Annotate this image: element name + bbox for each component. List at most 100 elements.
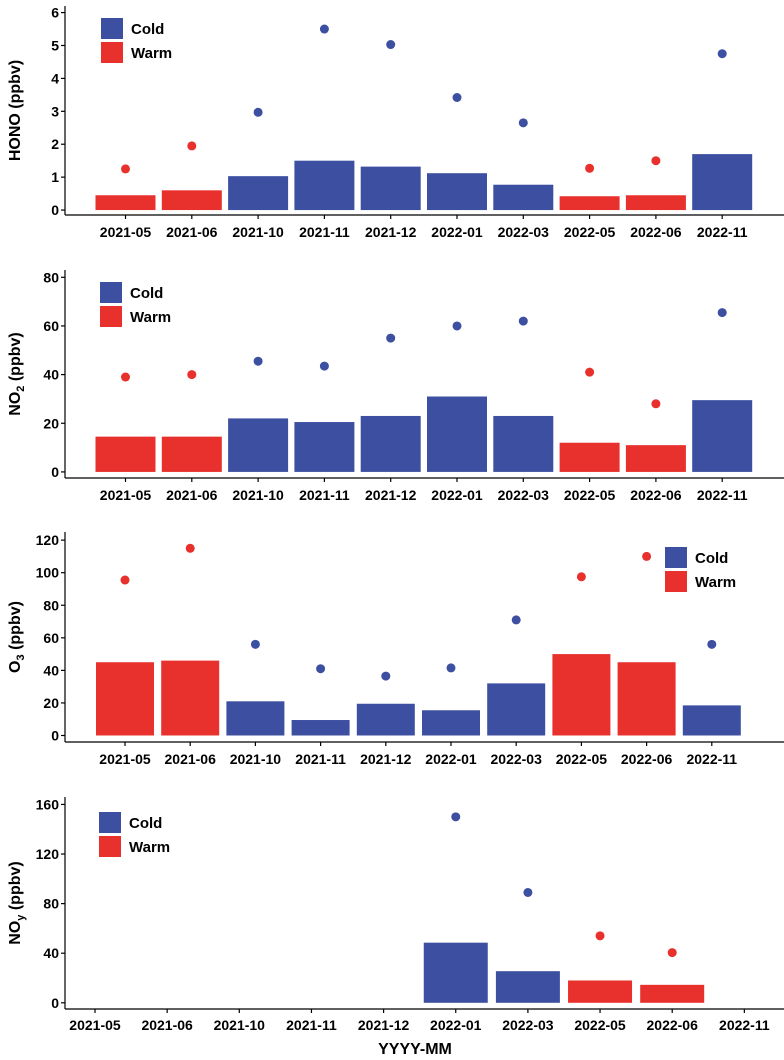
bar-2021-11 — [291, 720, 350, 736]
y-tick-label: 2 — [51, 136, 59, 152]
x-tick-label: 2021-11 — [286, 1017, 337, 1033]
x-tick-label: 2021-12 — [365, 224, 417, 240]
legend-swatch-warm — [100, 306, 122, 327]
y-tick-label: 120 — [36, 846, 60, 862]
legend-label-warm: Warm — [130, 309, 171, 326]
bar-2022-06 — [640, 984, 705, 1003]
bar-2022-01 — [423, 942, 488, 1003]
x-tick-label: 2022-01 — [425, 751, 477, 767]
legend: Cold Warm — [665, 547, 736, 592]
bar-2022-05 — [568, 980, 633, 1003]
y-tick-label: 3 — [51, 103, 59, 119]
x-tick-label: 2022-05 — [564, 224, 616, 240]
x-tick-label: 2022-03 — [502, 1017, 554, 1033]
x-tick-label: 2022-06 — [647, 1017, 699, 1033]
point-2022-06 — [667, 948, 677, 958]
x-tick-label: 2022-01 — [431, 487, 483, 503]
x-tick-label: 2021-10 — [232, 487, 284, 503]
panel-noy: 0 40 80 120 160 2021-05 2021-06 2021-10 2021-11 2… — [7, 796, 784, 1058]
x-tick-label: 2021-05 — [69, 1017, 121, 1033]
x-tick-label: 2021-11 — [299, 487, 350, 503]
bar-2022-06 — [625, 445, 686, 472]
point-2022-11 — [707, 639, 717, 649]
x-tick-label: 2022-06 — [621, 751, 673, 767]
point-2022-03 — [511, 615, 521, 625]
point-2022-05 — [595, 931, 605, 941]
point-2021-05 — [121, 164, 130, 174]
x-tick-label: 2021-12 — [365, 487, 417, 503]
x-tick-label: 2022-11 — [719, 1017, 770, 1033]
y-tick-label: 4 — [51, 70, 59, 86]
x-tick-label: 2022-11 — [697, 224, 748, 240]
y-tick-label: 40 — [43, 662, 59, 678]
bar-2022-03 — [487, 683, 546, 736]
bar-2022-06 — [625, 195, 686, 211]
bar-2021-05 — [95, 195, 156, 211]
point-2021-11 — [319, 361, 329, 371]
bar-2022-11 — [692, 154, 753, 211]
legend-label-warm: Warm — [695, 574, 736, 591]
bar-2021-06 — [161, 190, 222, 211]
point-2022-06 — [642, 551, 652, 561]
bar-2021-10 — [228, 418, 289, 472]
x-tick-label: 2021-10 — [214, 1017, 266, 1033]
point-2021-11 — [319, 24, 329, 34]
point-2022-03 — [523, 887, 533, 897]
point-2021-06 — [187, 141, 197, 151]
point-2022-05 — [585, 163, 595, 173]
x-tick-label: 2021-06 — [141, 1017, 193, 1033]
legend: Cold Warm — [100, 282, 171, 327]
point-2022-01 — [452, 321, 462, 331]
bar-2021-12 — [360, 415, 421, 472]
legend: Cold Warm — [101, 18, 172, 63]
bar-2021-05 — [95, 436, 156, 472]
bar-2022-05 — [559, 442, 620, 472]
point-2022-03 — [518, 118, 528, 128]
x-tick-label: 2021-10 — [232, 224, 284, 240]
y-tick-label: 40 — [43, 945, 59, 961]
legend-label-warm: Warm — [129, 839, 170, 856]
x-tick-label: 2022-11 — [686, 751, 737, 767]
y-axis-title: NOy (ppbv) — [7, 861, 27, 944]
legend-label-cold: Cold — [129, 815, 162, 832]
legend-label-cold: Cold — [131, 21, 164, 38]
y-tick-label: 80 — [43, 597, 59, 613]
point-2022-03 — [518, 316, 528, 326]
point-2022-05 — [576, 572, 586, 582]
legend-swatch-warm — [665, 571, 687, 592]
y-tick-label: 80 — [43, 896, 59, 912]
bar-2022-03 — [495, 971, 560, 1003]
bar-2021-05 — [96, 662, 154, 736]
x-tick-label: 2021-05 — [100, 487, 152, 503]
point-2022-01 — [452, 92, 462, 102]
bar-2021-12 — [360, 166, 421, 211]
y-tick-label: 60 — [43, 630, 59, 646]
x-tick-label: 2022-03 — [498, 224, 550, 240]
y-tick-label: 20 — [43, 415, 59, 431]
x-tick-label: 2022-05 — [556, 751, 608, 767]
x-tick-label: 2022-11 — [697, 487, 748, 503]
bar-2022-11 — [682, 705, 741, 736]
panel-o3: 0 20 40 60 80 100 120 2021-05 2021-06 2021-10 2021… — [7, 532, 784, 767]
bar-2022-11 — [692, 400, 753, 472]
x-tick-label: 2021-12 — [360, 751, 412, 767]
bar-2021-12 — [356, 703, 415, 736]
y-axis-title: NO2 (ppbv) — [7, 332, 27, 415]
bar-2022-06 — [617, 662, 676, 736]
x-tick-label: 2021-05 — [99, 751, 151, 767]
y-tick-label: 5 — [51, 37, 59, 53]
y-tick-label: 80 — [43, 269, 59, 285]
bar-2022-01 — [427, 396, 487, 472]
x-tick-label: 2022-01 — [430, 1017, 482, 1033]
panel-hono: 0 1 2 3 4 5 6 2021-05 2021-06 2021-10 2021-11 2021-… — [7, 5, 784, 240]
point-2021-10 — [253, 356, 263, 366]
bar-2021-10 — [228, 176, 289, 211]
y-tick-label: 6 — [51, 5, 59, 21]
bar-2022-01 — [422, 710, 480, 736]
y-tick-label: 120 — [36, 532, 60, 548]
y-tick-label: 40 — [43, 367, 59, 383]
legend-label-warm: Warm — [131, 45, 172, 62]
point-2022-11 — [717, 308, 727, 318]
y-tick-label: 0 — [51, 464, 59, 480]
x-tick-label: 2022-05 — [574, 1017, 626, 1033]
